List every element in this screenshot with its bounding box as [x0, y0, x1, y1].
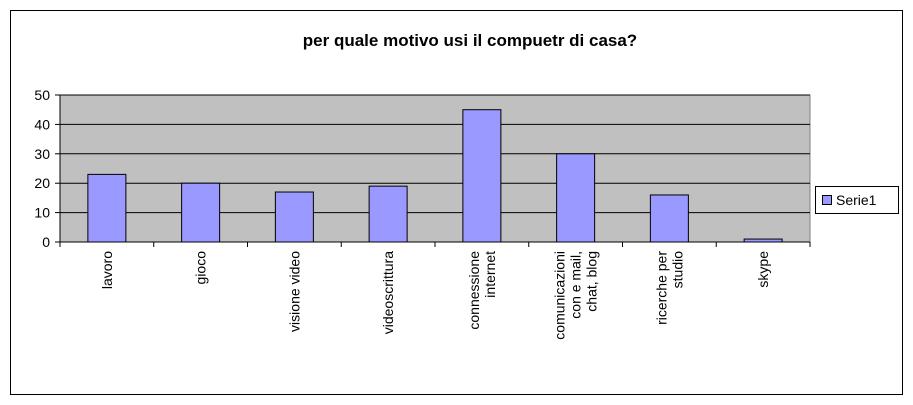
x-tick-label: lavoro	[99, 251, 115, 289]
y-tick-label: 30	[34, 146, 50, 162]
bar	[556, 153, 596, 243]
bar	[649, 194, 689, 243]
x-tick-label: ricerche perstudio	[653, 251, 685, 325]
y-tick-label: 0	[42, 234, 50, 250]
plot-area	[59, 94, 811, 243]
bar	[462, 109, 502, 243]
x-tick-label: videoscrittura	[380, 251, 396, 334]
x-tick-label: connessioneinternet	[466, 251, 498, 330]
x-tick-label: skype	[755, 251, 771, 288]
x-tick-label: visione video	[286, 251, 302, 332]
bar	[743, 238, 783, 243]
bar	[87, 173, 127, 243]
legend-swatch	[822, 195, 832, 205]
y-tick-label: 20	[34, 175, 50, 191]
y-tick-label: 10	[34, 205, 50, 221]
y-tick-label: 50	[34, 87, 50, 103]
x-tick-label: comunicazionicon e mail,chat, blog	[552, 251, 600, 340]
bar	[274, 191, 314, 243]
y-tick-label: 40	[34, 116, 50, 132]
legend-label: Serie1	[836, 192, 877, 208]
chart-title: per quale motivo usi il compuetr di casa…	[303, 31, 637, 50]
x-tick-label: gioco	[193, 251, 209, 285]
bar	[181, 182, 221, 243]
bar	[368, 185, 408, 243]
